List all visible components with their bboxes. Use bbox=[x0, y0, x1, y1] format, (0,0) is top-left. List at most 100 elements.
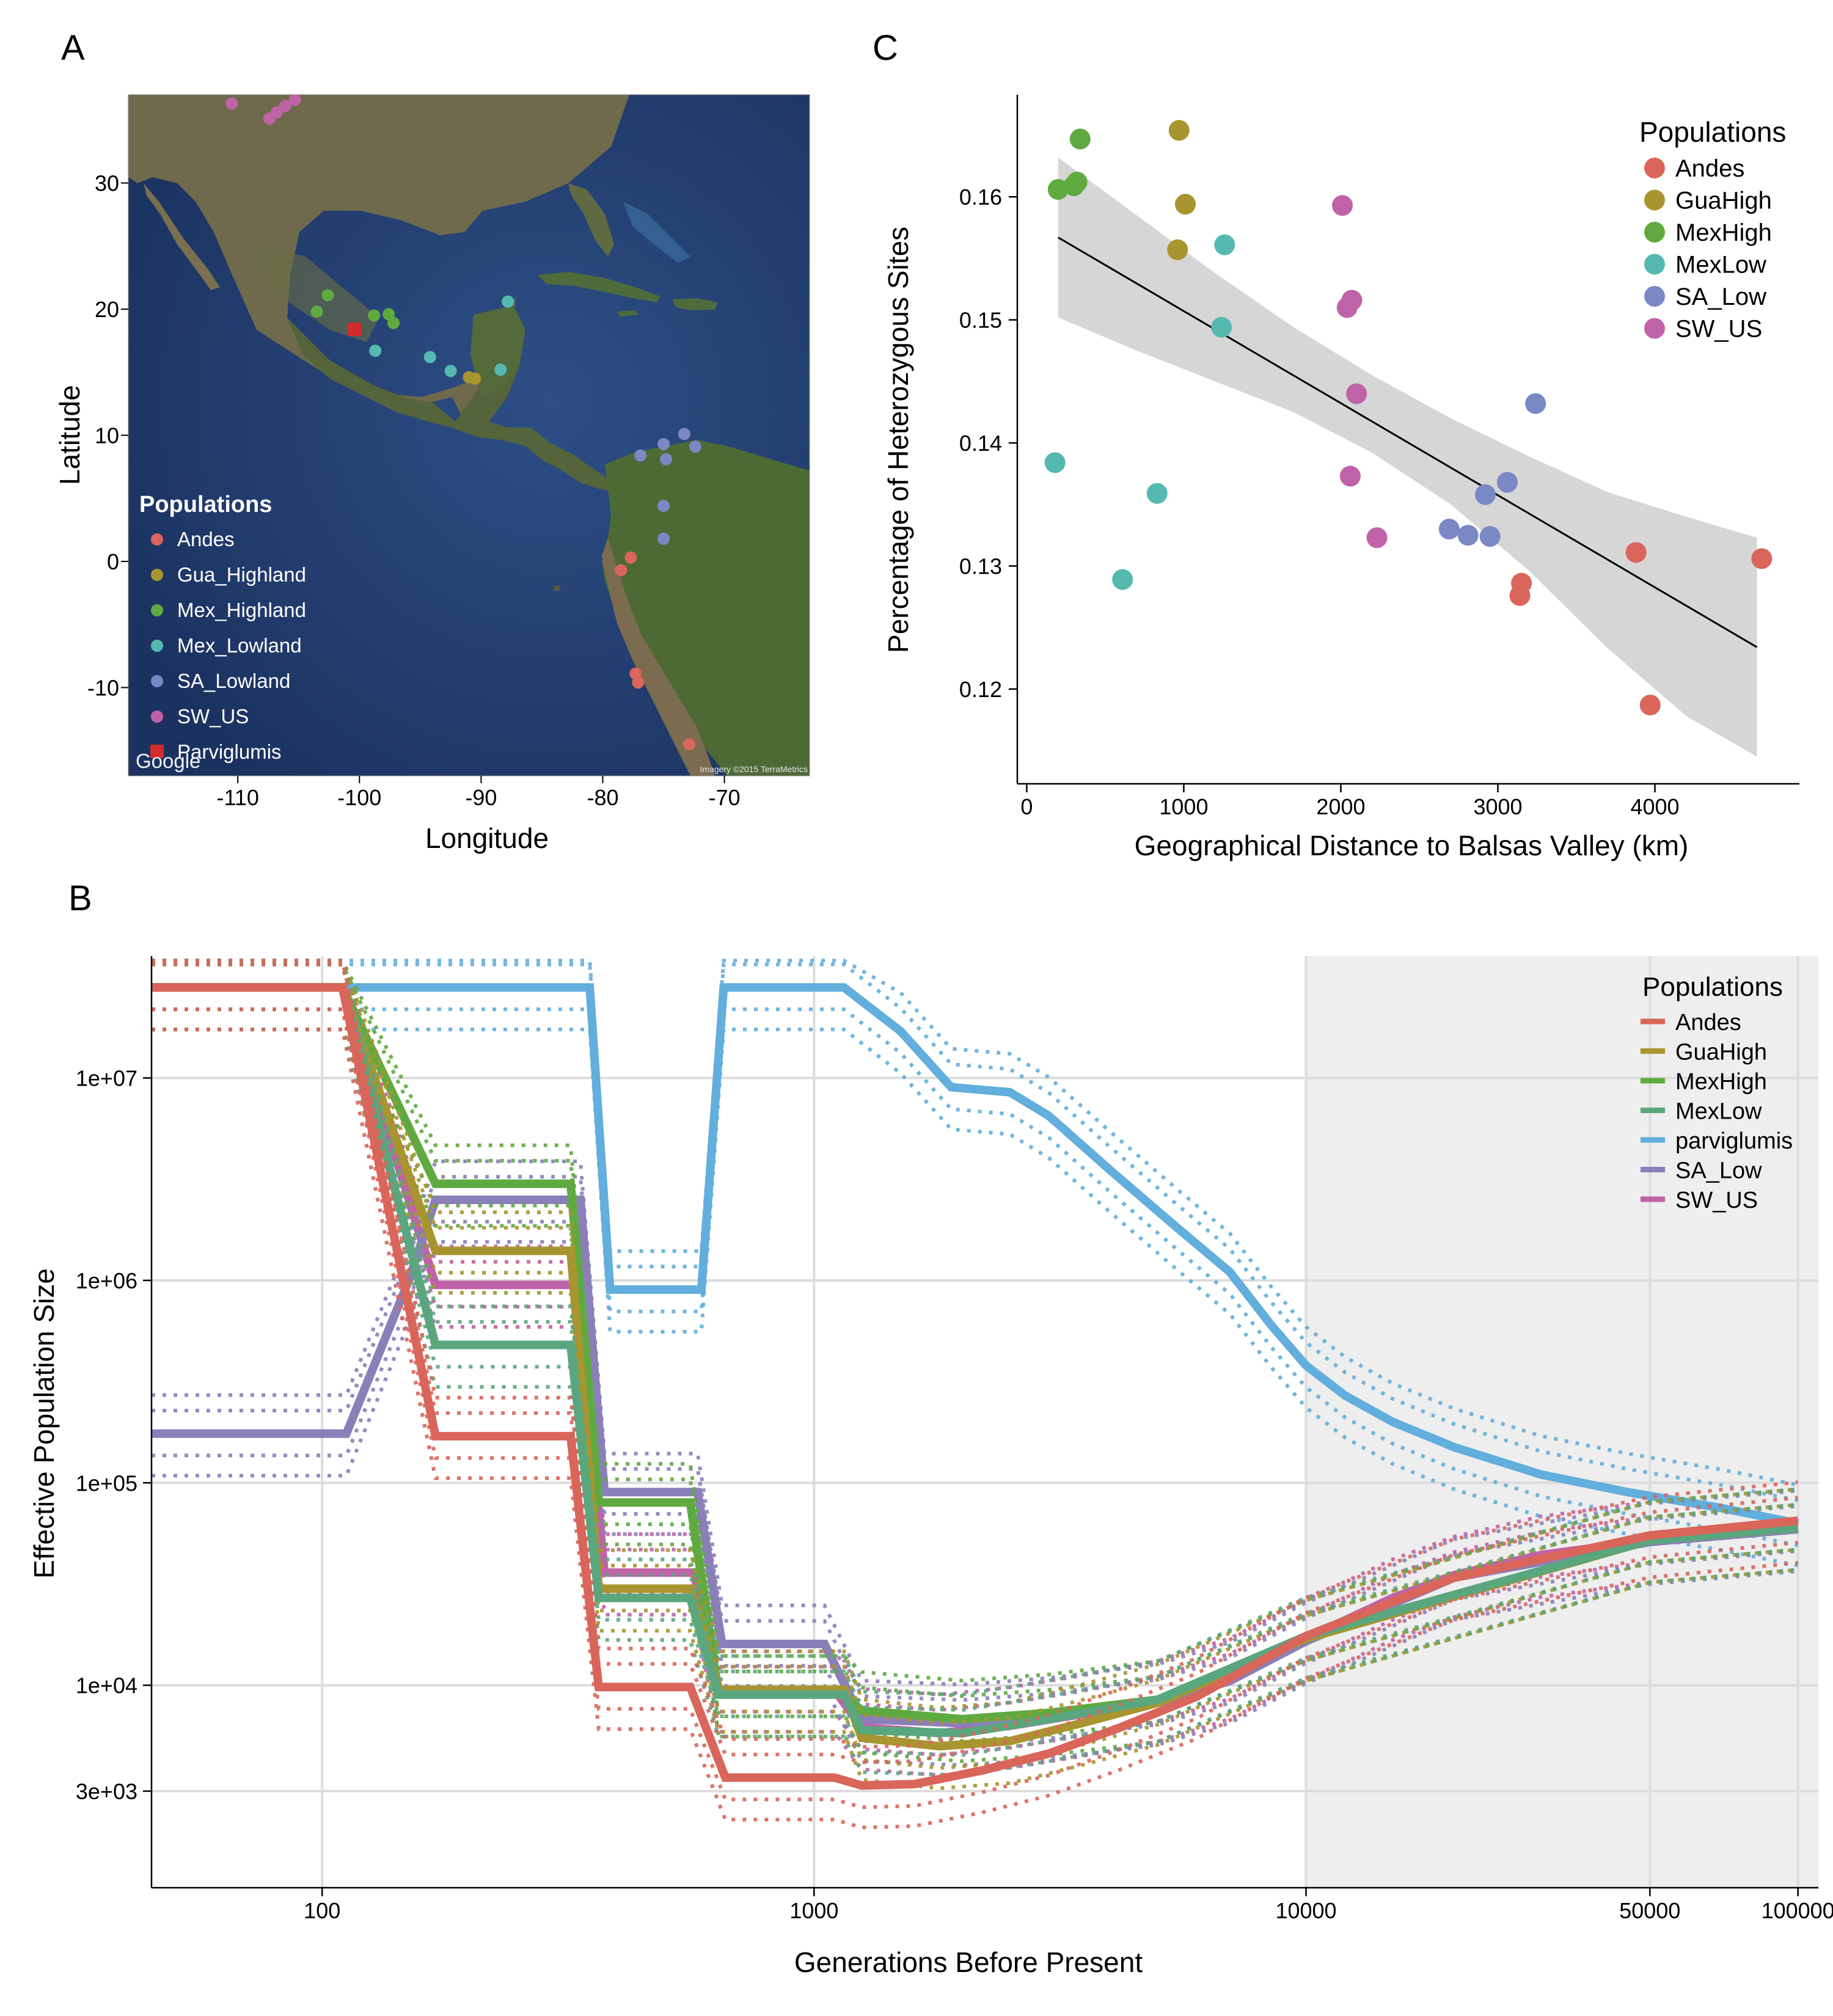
map-point-mexlow bbox=[494, 363, 507, 376]
map-y-axis: -10 0 10 20 30 bbox=[87, 171, 128, 700]
map-point-andes bbox=[615, 564, 627, 577]
map-brand-mark: Google bbox=[136, 750, 200, 772]
scatter-point-mexlow bbox=[1146, 483, 1168, 504]
bootstrap-line-andes bbox=[152, 1028, 1798, 1830]
line-chart-x-tick-label: 100 bbox=[304, 1898, 340, 1923]
scatter-point-sw-us bbox=[1339, 466, 1361, 487]
land-south-america bbox=[602, 440, 810, 776]
scatter-point-sa-low bbox=[1438, 519, 1460, 540]
scatter-legend-label: MexLow bbox=[1675, 252, 1766, 279]
line-chart-x-axis-title: Generations Before Present bbox=[794, 1946, 1143, 1978]
scatter-point-mexhigh bbox=[1066, 172, 1088, 193]
map-y-tick-label: 20 bbox=[95, 297, 119, 322]
scatter-point-guahigh bbox=[1175, 194, 1196, 215]
scatter-x-tick-label: 4000 bbox=[1630, 794, 1679, 819]
bootstrap-line-andes bbox=[152, 959, 1798, 1749]
map-point-mexhigh bbox=[368, 309, 381, 322]
series-line-mexlow bbox=[152, 983, 1799, 1738]
bootstrap-line-sw-us bbox=[152, 1028, 1798, 1777]
bootstrap-line-mexhigh bbox=[152, 1028, 1798, 1763]
scatter-point-andes bbox=[1639, 695, 1661, 716]
scatter-legend-title: Populations bbox=[1639, 116, 1786, 148]
map-point-andes bbox=[632, 676, 645, 689]
map-legend-label: Gua_Highland bbox=[177, 563, 306, 586]
map-point-sa-low bbox=[657, 437, 670, 450]
series-line-andes bbox=[152, 983, 1799, 1790]
scatter-legend-label: Andes bbox=[1675, 155, 1744, 182]
line-chart-legend-label: MexLow bbox=[1675, 1099, 1762, 1125]
line-chart-legend-label: SW_US bbox=[1675, 1188, 1758, 1213]
line-chart-x-tick-label: 100000 bbox=[1762, 1898, 1833, 1923]
map-legend-key bbox=[151, 640, 163, 652]
line-chart-y-axis-title: Effective Population Size bbox=[28, 1268, 60, 1579]
scatter-point-guahigh bbox=[1168, 120, 1190, 141]
map-legend-key bbox=[151, 675, 163, 687]
shaded-region bbox=[1306, 956, 1818, 1888]
map-point-mexhigh bbox=[310, 305, 323, 318]
map-point-mexlow bbox=[502, 295, 514, 308]
scatter-x-axis-title: Geographical Distance to Balsas Valley (… bbox=[1135, 830, 1689, 861]
line-chart-legend-label: Andes bbox=[1675, 1010, 1741, 1035]
scatter-y-tick-label: 0.12 bbox=[959, 677, 1002, 702]
map-legend-key bbox=[151, 604, 163, 616]
land-hispaniola bbox=[672, 298, 718, 310]
line-chart-y-tick-label: 1e+04 bbox=[76, 1673, 137, 1698]
map-y-tick-label: 10 bbox=[95, 423, 119, 448]
line-chart-y-tick-label: 3e+03 bbox=[76, 1779, 137, 1804]
scatter-x-tick-label: 0 bbox=[1020, 794, 1033, 819]
line-chart-y-axis: 3e+03 1e+04 1e+05 1e+06 1e+07 bbox=[76, 1066, 152, 1804]
bootstrap-line-andes bbox=[152, 962, 1798, 1764]
map-point-parviglumis bbox=[348, 323, 362, 337]
map-x-tick-label: -110 bbox=[217, 785, 259, 810]
line-chart-legend-label: MexHigh bbox=[1675, 1069, 1767, 1095]
land-galapagos bbox=[553, 585, 561, 591]
scatter-legend: Populations Andes GuaHigh MexHigh MexLow SA_… bbox=[1639, 116, 1786, 343]
regression-line-segment bbox=[1058, 236, 1758, 648]
line-chart-legend-label: parviglumis bbox=[1675, 1128, 1793, 1154]
scatter-legend-key bbox=[1644, 158, 1665, 178]
map-point-sa-low bbox=[689, 440, 701, 453]
map-legend-key bbox=[151, 533, 163, 546]
scatter-point-sw-us bbox=[1366, 527, 1388, 549]
scatter-legend-label: SW_US bbox=[1675, 316, 1762, 343]
scatter-legend-label: GuaHigh bbox=[1675, 188, 1772, 214]
map-x-axis-title: Longitude bbox=[425, 822, 549, 854]
bootstrap-line-sw-us bbox=[152, 959, 1798, 1696]
land-highlands-shade bbox=[257, 244, 379, 342]
line-chart-y-tick-label: 1e+05 bbox=[76, 1470, 137, 1496]
line-chart-legend-label: SA_Low bbox=[1675, 1158, 1762, 1184]
map-legend-key bbox=[151, 710, 163, 723]
line-chart-grid bbox=[152, 956, 1818, 1888]
scatter-point-mexhigh bbox=[1047, 179, 1069, 200]
map-attribution: Imagery ©2015 TerraMetrics bbox=[700, 764, 808, 774]
bootstrap-line-mexhigh bbox=[152, 1007, 1798, 1743]
regression-line bbox=[1058, 236, 1758, 648]
series-line-parviglumis bbox=[152, 983, 1799, 1528]
scatter-point-sw-us bbox=[1336, 297, 1358, 318]
bootstrap-line-mexhigh bbox=[152, 959, 1798, 1683]
scatter-point-mexlow bbox=[1211, 316, 1232, 338]
scatter-point-sa-low bbox=[1457, 525, 1479, 546]
map-legend-label: Mex_Lowland bbox=[177, 634, 302, 657]
scatter-point-sw-us bbox=[1346, 383, 1367, 404]
map-legend-label: Parviglumis bbox=[177, 740, 282, 763]
scatter-point-sa-low bbox=[1496, 472, 1518, 493]
line-chart-legend: Populations Andes GuaHigh MexHigh MexLow par… bbox=[1641, 972, 1793, 1213]
scatter-point-guahigh bbox=[1167, 239, 1188, 260]
scatter-legend-key bbox=[1644, 286, 1665, 307]
scatter-point-andes bbox=[1509, 585, 1531, 606]
scatter-point-mexlow bbox=[1112, 569, 1133, 590]
bootstrap-line-andes bbox=[152, 1007, 1798, 1810]
scatter-point-mexhigh bbox=[1069, 128, 1091, 150]
map-point-guahigh bbox=[469, 372, 481, 385]
map-point-sw-us bbox=[225, 97, 238, 110]
map-point-mexhigh bbox=[387, 316, 400, 329]
map-legend: Populations Andes Gua_Highland Mex_Highlan… bbox=[139, 492, 306, 763]
scatter-point-sa-low bbox=[1525, 393, 1546, 414]
map-point-sa-low bbox=[657, 532, 670, 545]
scatter-point-andes bbox=[1751, 548, 1773, 569]
bootstrap-line-sa-low bbox=[152, 1175, 1798, 1702]
scatter-legend-key bbox=[1644, 189, 1665, 211]
scatter-y-axis-title: Percentage of Heterozygous Sites bbox=[882, 227, 914, 653]
